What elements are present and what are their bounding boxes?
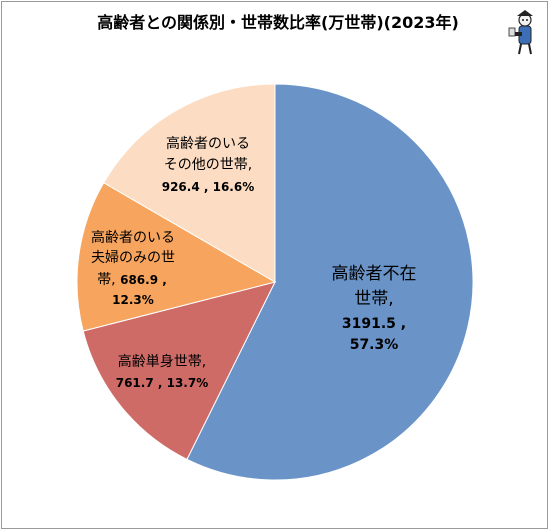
pie-slice-3 — [102, 83, 276, 283]
mascot-icon — [508, 10, 533, 55]
slice-value-2-line-0: 686.9 , — [120, 273, 167, 287]
slice-label-2-line-0: 高齢者のいる — [91, 229, 175, 246]
slice-label-2-line-2-text: 帯, — [97, 272, 120, 288]
slice-value-1-line-0: 761.7 , 13.7% — [116, 376, 209, 390]
slice-label-1: 高齢単身世帯, 761.7 , 13.7% — [116, 353, 209, 390]
slice-label-3-line-0: 高齢者のいる — [166, 135, 250, 152]
slice-label-0: 高齢者不在 世帯, 3191.5 , 57.3% — [332, 264, 417, 353]
pie-slices — [76, 83, 474, 481]
slice-value-0-line-0: 3191.5 , — [342, 316, 406, 332]
slice-label-3: 高齢者のいる その他の世帯, 926.4 , 16.6% — [162, 135, 255, 194]
slice-label-0-line-1: 世帯, — [354, 289, 393, 309]
slice-value-3-line-0: 926.4 , 16.6% — [162, 180, 255, 194]
pie-slice-0 — [186, 83, 474, 481]
pie-slice-2 — [76, 182, 277, 332]
slice-label-3-line-1: その他の世帯, — [164, 157, 252, 173]
slice-label-0-line-0: 高齢者不在 — [332, 264, 417, 284]
slice-label-1-line-0: 高齢単身世帯, — [118, 353, 206, 370]
slice-label-2-line-2: 帯, 686.9 , — [97, 272, 167, 288]
pie-slice-1 — [82, 281, 276, 461]
slice-label-2-line-1: 夫婦のみの世 — [91, 249, 175, 266]
slice-value-2-line-1: 12.3% — [112, 293, 154, 307]
slice-value-0-line-1: 57.3% — [350, 337, 399, 353]
slice-label-2: 高齢者のいる 夫婦のみの世 帯, 686.9 , 12.3% — [91, 229, 175, 307]
chart-title: 高齢者との関係別・世帯数比率(万世帯)(2023年) — [97, 13, 459, 32]
